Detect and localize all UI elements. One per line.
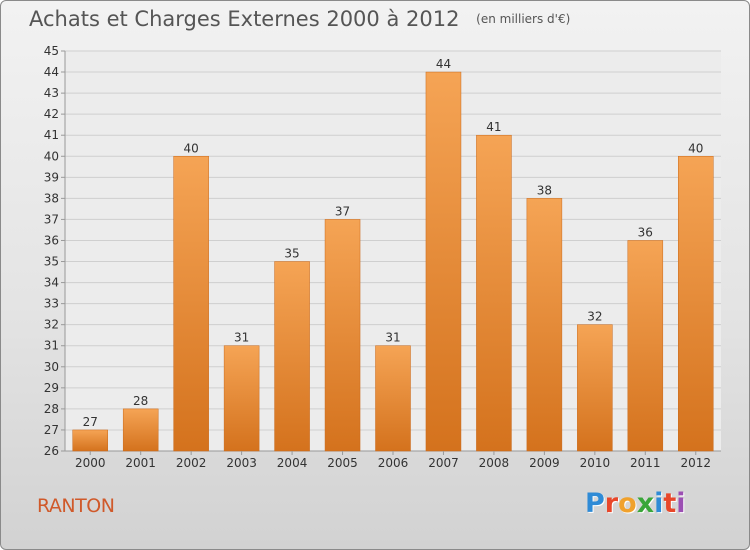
logo-letter: i — [654, 488, 664, 519]
x-tick-label: 2004 — [277, 456, 308, 470]
data-label: 38 — [537, 183, 552, 197]
x-tick-label: 2009 — [529, 456, 560, 470]
y-tick-label: 30 — [44, 360, 59, 374]
logo-letter: o — [618, 488, 637, 519]
bar — [627, 240, 664, 452]
logo-letter: t — [663, 488, 677, 519]
y-tick-label: 35 — [44, 255, 59, 269]
x-tick-label: 2001 — [125, 456, 156, 470]
y-tick-label: 34 — [44, 276, 59, 290]
data-label: 28 — [133, 394, 148, 408]
bar — [526, 198, 563, 452]
bar — [122, 408, 159, 452]
x-tick-label: 2007 — [428, 456, 459, 470]
x-tick-label: 2005 — [327, 456, 358, 470]
bar — [274, 261, 310, 452]
y-tick-label: 32 — [44, 318, 59, 332]
x-tick-label: 2010 — [580, 456, 611, 470]
chart-title-text: Achats et Charges Externes 2000 à 2012 — [29, 7, 460, 31]
data-label: 37 — [335, 204, 350, 218]
y-tick-label: 40 — [44, 149, 59, 163]
x-tick-label: 2003 — [226, 456, 257, 470]
y-tick-label: 26 — [44, 444, 59, 458]
data-label: 31 — [234, 331, 249, 345]
y-tick-label: 27 — [44, 423, 59, 437]
y-tick-label: 31 — [44, 339, 59, 353]
proxiti-logo: Proxiti — [585, 488, 686, 519]
bar — [476, 134, 512, 452]
bar — [425, 71, 462, 452]
y-tick-label: 44 — [44, 65, 59, 79]
y-tick-label: 36 — [44, 233, 59, 247]
bar — [72, 429, 108, 452]
y-tick-label: 45 — [44, 44, 59, 58]
place-name: RANTON — [37, 495, 115, 517]
data-label: 27 — [83, 415, 98, 429]
data-label: 44 — [436, 57, 451, 71]
bar — [223, 345, 260, 452]
bar — [173, 156, 209, 452]
data-label: 32 — [587, 310, 602, 324]
y-tick-label: 42 — [44, 107, 59, 121]
logo-letter: P — [585, 488, 605, 519]
y-tick-label: 37 — [44, 212, 59, 226]
chart-unit: (en milliers d'€) — [476, 12, 571, 26]
x-tick-label: 2006 — [378, 456, 409, 470]
y-tick-label: 28 — [44, 402, 59, 416]
data-label: 31 — [385, 331, 400, 345]
bar — [375, 345, 411, 452]
x-tick-label: 2011 — [630, 456, 661, 470]
bar — [324, 219, 361, 452]
y-tick-label: 33 — [44, 297, 59, 311]
data-label: 35 — [284, 247, 299, 261]
logo-letter: r — [604, 488, 619, 519]
data-label: 41 — [486, 120, 501, 134]
logo-letter: i — [676, 488, 686, 519]
y-tick-label: 29 — [44, 381, 59, 395]
y-tick-label: 41 — [44, 128, 59, 142]
y-tick-label: 39 — [44, 170, 59, 184]
bar — [678, 156, 714, 452]
y-tick-label: 38 — [44, 191, 59, 205]
bar — [577, 324, 613, 452]
x-tick-label: 2002 — [176, 456, 207, 470]
data-label: 40 — [688, 141, 703, 155]
chart-title: Achats et Charges Externes 2000 à 2012 (… — [29, 7, 570, 31]
x-tick-label: 2012 — [680, 456, 711, 470]
data-label: 36 — [638, 225, 653, 239]
x-tick-label: 2008 — [479, 456, 510, 470]
data-label: 40 — [184, 141, 199, 155]
logo-letter: x — [636, 488, 655, 519]
x-tick-label: 2000 — [75, 456, 106, 470]
y-tick-label: 43 — [44, 86, 59, 100]
